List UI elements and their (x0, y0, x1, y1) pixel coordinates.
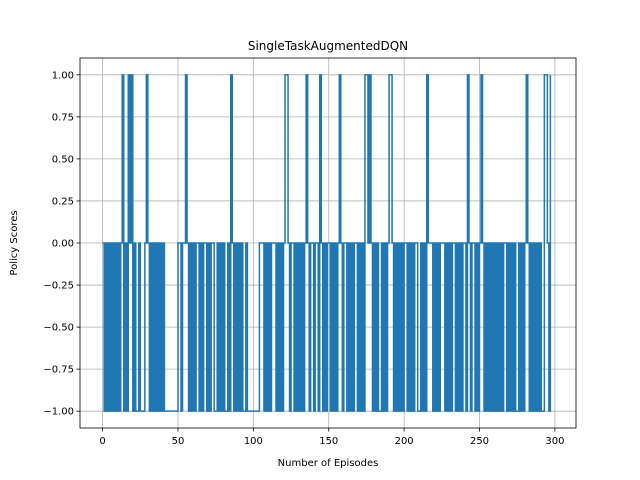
y-tick-label: −0.50 (43, 323, 74, 334)
y-tick-label: −1.00 (43, 407, 74, 418)
y-axis-label: Policy Scores (9, 210, 20, 275)
y-tick-label: −0.25 (43, 281, 74, 292)
y-tick-label: 0.75 (52, 112, 74, 123)
y-tick-label: 0.25 (52, 196, 74, 207)
x-tick-label: 0 (99, 436, 105, 447)
x-tick-label: 300 (545, 436, 564, 447)
x-tick-label: 50 (172, 436, 185, 447)
chart-title: SingleTaskAugmentedDQN (248, 39, 408, 53)
plot-area (102, 74, 552, 412)
x-axis-label: Number of Episodes (278, 458, 379, 469)
series-line (102, 74, 552, 412)
y-tick-label: 1.00 (52, 70, 74, 81)
y-tick-label: −0.75 (43, 365, 74, 376)
axis-ticks: 0 50 100 150 200 250 300 −1.00 −0.75 −0.50 −0.25 0.… (43, 70, 564, 447)
y-tick-label: 0.00 (52, 239, 74, 250)
y-tick-label: 0.50 (52, 154, 74, 165)
x-tick-label: 150 (319, 436, 338, 447)
x-tick-label: 250 (470, 436, 489, 447)
x-tick-label: 200 (395, 436, 414, 447)
x-tick-label: 100 (244, 436, 263, 447)
